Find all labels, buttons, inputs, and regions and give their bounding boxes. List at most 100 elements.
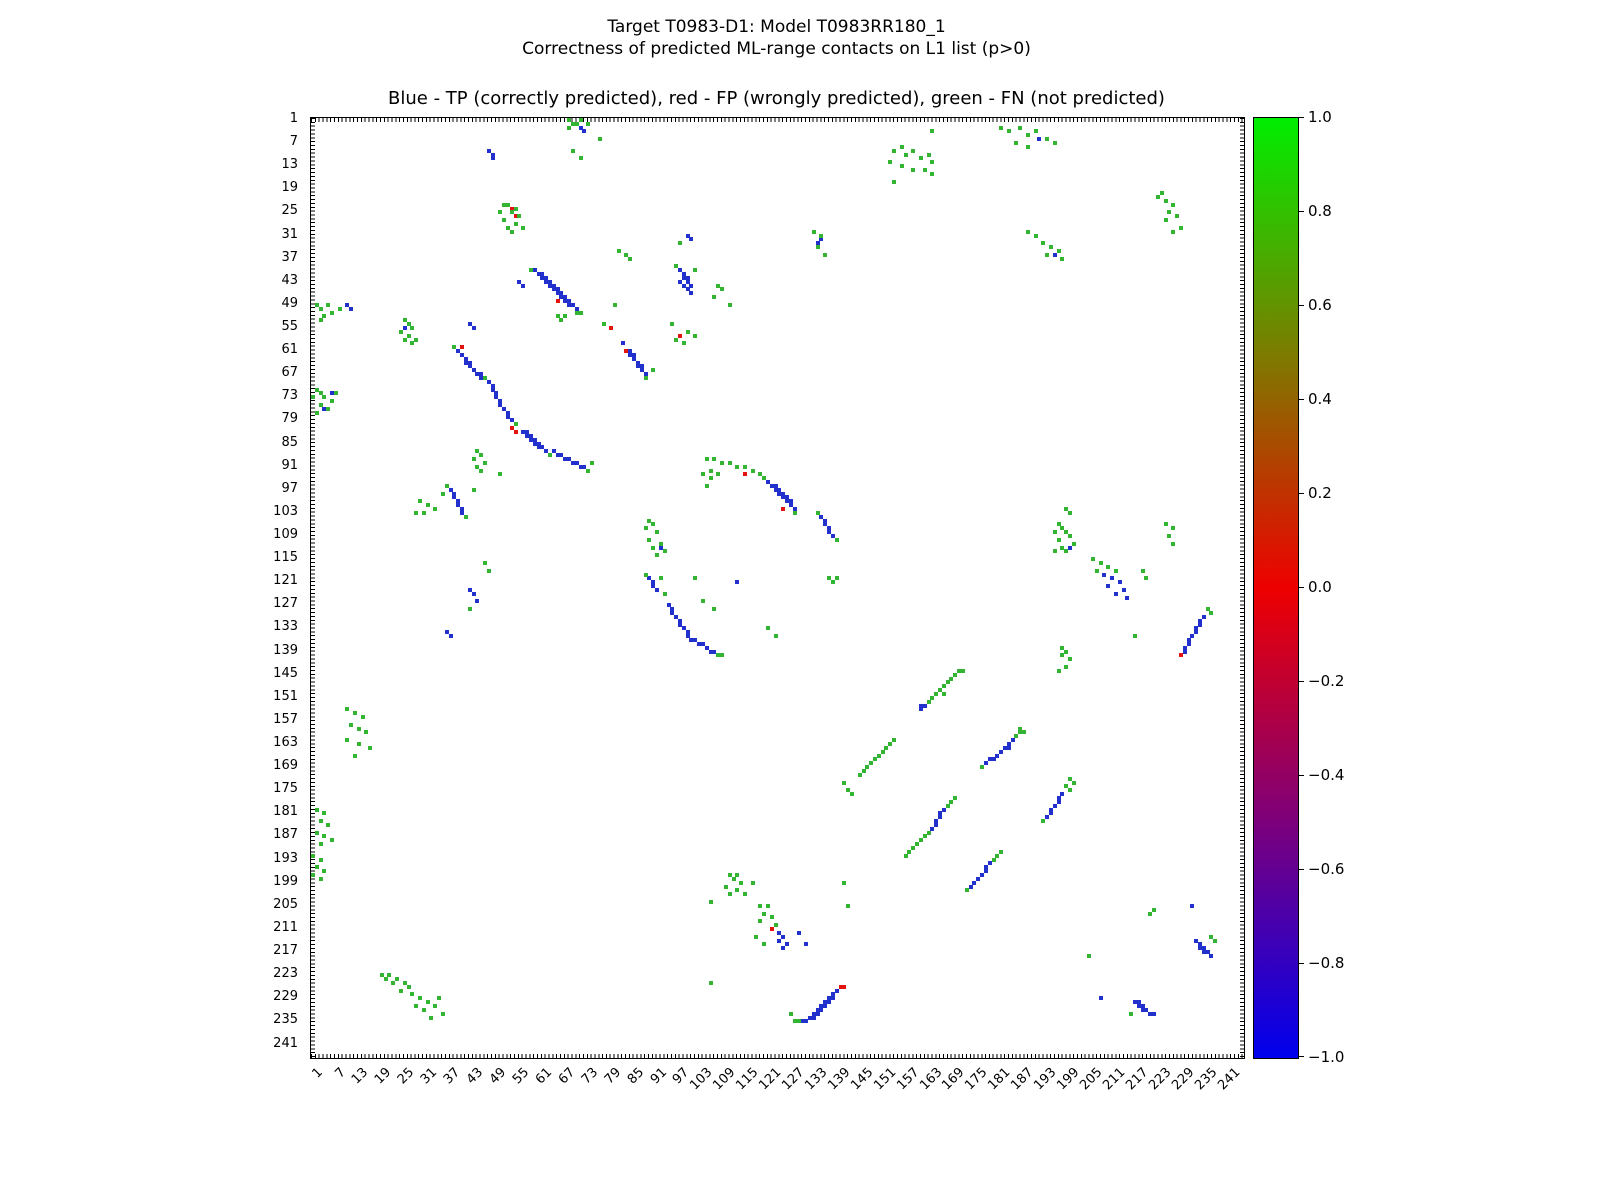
point-tp [934,819,939,824]
point-tp [941,807,946,812]
point-tp [490,156,495,161]
x-tick-label: 1 [309,1065,326,1082]
point-tp [1205,950,1210,955]
point-fn [834,537,839,542]
point-tp [666,603,671,608]
x-tick-label: 181 [985,1065,1014,1094]
point-tp [345,302,350,307]
colorbar-tick-label: 0.0 [1308,578,1332,596]
x-tick-label: 43 [463,1065,487,1088]
point-fn [578,156,583,161]
point-tp [685,233,690,238]
y-tick-label: 229 [273,989,298,1005]
point-fn [383,977,388,982]
x-tick-label: 187 [1008,1065,1037,1094]
point-tp [460,352,465,357]
point-tp [704,645,709,650]
colorbar-tick [1299,869,1304,870]
x-tick-label: 7 [331,1065,349,1082]
point-tp [330,391,335,396]
point-tp [1201,614,1206,619]
point-tp [1060,792,1065,797]
colorbar [1253,117,1299,1059]
point-tp [819,1003,824,1008]
point-fn [735,464,740,469]
point-fn [624,252,629,257]
y-tick-label: 61 [281,342,298,358]
point-fn [612,302,617,307]
x-tick-label: 73 [578,1065,601,1088]
point-tp [1198,942,1203,947]
point-fn [907,849,912,854]
point-fn [708,468,713,473]
point-tp [463,360,468,365]
point-tp [677,268,682,273]
point-fn [1025,133,1030,138]
point-fn [578,117,583,122]
point-fn [918,838,923,843]
point-fn [1129,1011,1134,1016]
point-fn [402,318,407,323]
point-fn [999,849,1004,854]
point-fp [624,349,629,354]
point-tp [1136,1000,1141,1005]
point-tp [517,279,522,284]
point-fn [1056,668,1061,673]
point-fn [647,518,652,523]
point-fn [528,268,533,273]
point-tp [1194,626,1199,631]
point-tp [1194,938,1199,943]
point-fn [769,915,774,920]
point-fn [509,229,514,234]
point-tp [670,611,675,616]
point-fn [888,742,893,747]
point-tp [635,364,640,369]
point-fn [352,711,357,716]
point-tp [555,291,560,296]
point-fn [1175,214,1180,219]
point-tp [785,495,790,500]
colorbar-tick [1299,587,1304,588]
point-tp [456,503,461,508]
point-tp [980,873,985,877]
point-tp [525,433,530,438]
y-tick-label: 25 [281,203,298,219]
point-fn [708,476,713,481]
point-tp [1186,641,1191,646]
point-tp [788,503,793,508]
point-fn [1064,784,1069,789]
point-tp [540,275,545,280]
point-tp [551,283,556,288]
point-tp [781,491,786,496]
point-tp [452,491,457,496]
point-fn [410,341,415,346]
point-fn [1045,137,1050,142]
point-tp [819,1007,824,1012]
point-tp [570,460,575,465]
y-tick-label: 67 [281,365,298,381]
point-fn [926,152,931,157]
point-tp [1182,645,1187,650]
point-tp [490,387,495,392]
point-fn [941,684,946,689]
point-fn [869,761,874,766]
x-tick-label: 55 [509,1065,532,1088]
point-fn [1060,645,1065,650]
point-fn [471,487,476,492]
point-tp [815,1007,820,1012]
point-tp [918,707,923,712]
point-fn [922,168,927,172]
colorbar-tick-label: 0.8 [1308,202,1332,220]
point-fn [880,749,885,754]
point-fn [1048,245,1053,250]
point-tp [777,938,782,943]
y-tick-label: 91 [281,457,298,473]
point-tp [528,437,533,442]
point-fn [1106,564,1111,569]
point-fn [379,973,384,978]
x-tick-label: 103 [687,1065,716,1094]
point-fn [903,853,908,858]
point-tp [834,988,839,993]
point-fn [417,996,422,1001]
point-tp [689,638,694,642]
